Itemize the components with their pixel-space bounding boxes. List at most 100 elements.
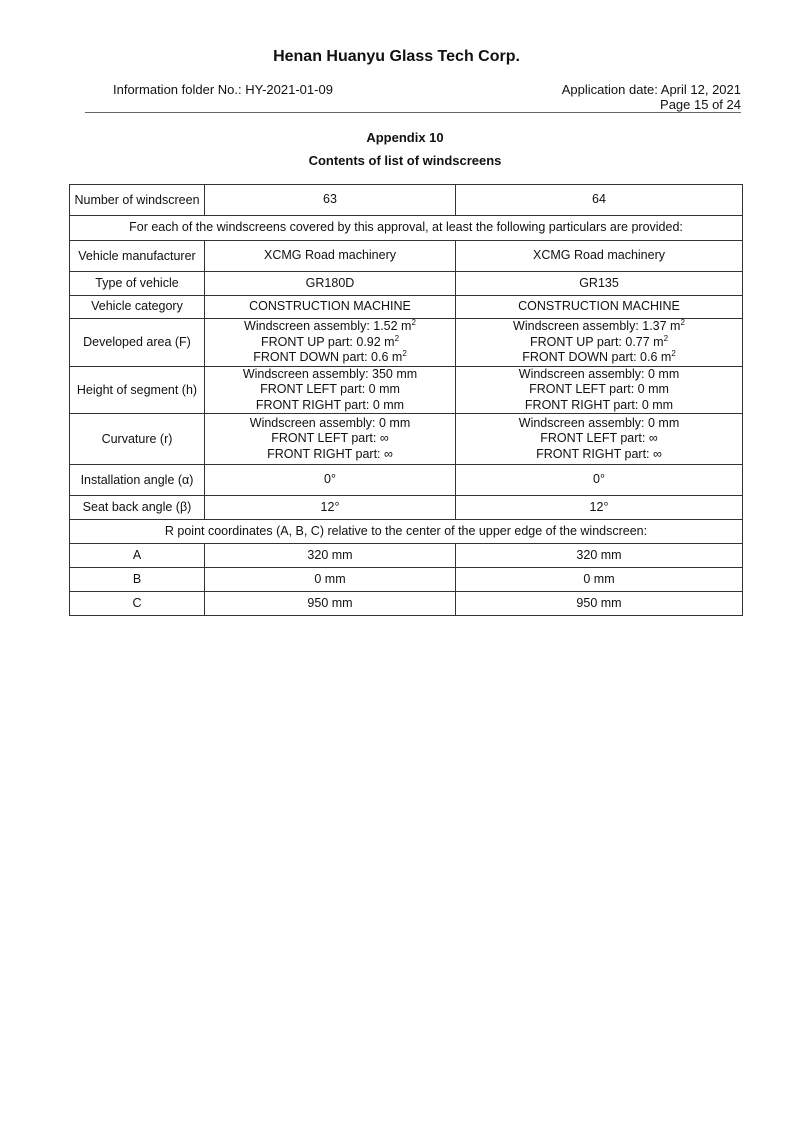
row-value: 12° [204,495,456,520]
row-value: GR180D [204,271,456,296]
value-line: Windscreen assembly: 0 mm [459,416,739,432]
table-row: Curvature (r) Windscreen assembly: 0 mm FR… [69,413,743,465]
value-text: FRONT RIGHT part: 0 mm [255,397,405,412]
superscript: 2 [680,317,685,327]
row-value: 0° [204,464,456,496]
superscript: 2 [671,348,676,358]
row-value: CONSTRUCTION MACHINE [455,295,743,319]
value-line: 0° [208,472,452,488]
value-line: FRONT RIGHT part: 0 mm [208,398,452,414]
coord-value: 0 mm [455,567,743,592]
value-line: Windscreen assembly: 0 mm [459,367,739,383]
value-text: GR180D [305,275,355,290]
value-line: CONSTRUCTION MACHINE [459,299,739,315]
superscript: 2 [394,333,400,343]
value-text: Windscreen assembly: 1.52 m [244,319,412,333]
value-line: FRONT LEFT part: 0 mm [459,382,739,398]
header-divider [85,112,741,113]
value-line: XCMG Road machinery [208,248,452,264]
superscript: 2 [663,333,669,343]
value-text: FRONT RIGHT part: ∞ [267,446,393,461]
folder-number: Information folder No.: HY-2021-01-09 [113,82,333,97]
coord-value: 950 mm [204,591,456,616]
table-row: Type of vehicle GR180D GR135 [69,271,743,296]
row-value: GR135 [455,271,743,296]
row-label: Installation angle (α) [69,464,205,496]
value-line: Windscreen assembly: 1.37 m2 [459,317,739,335]
value-text: FRONT LEFT part: 0 mm [529,382,669,396]
value-text: FRONT RIGHT part: 0 mm [524,397,674,412]
value-text: FRONT UP part: 0.92 m [260,334,395,349]
value-line: FRONT RIGHT part: ∞ [208,447,452,463]
table-row: Vehicle manufacturer XCMG Road machinery X… [69,240,743,272]
table-row: C 950 mm 950 mm [69,591,743,616]
value-text: 0° [324,472,336,487]
row-value: Windscreen assembly: 0 mm FRONT LEFT part… [455,365,743,414]
value-text: Windscreen assembly: 0 mm [518,366,680,381]
value-text: CONSTRUCTION MACHINE [249,299,411,314]
row-value: Windscreen assembly: 0 mm FRONT LEFT part… [455,413,743,465]
row-value: XCMG Road machinery [455,240,743,272]
appendix-heading: Appendix 10 [366,130,444,145]
value-text: Windscreen assembly: 0 mm [518,415,680,430]
row-value: Windscreen assembly: 350 mm FRONT LEFT pa… [204,365,456,414]
table-row: Developed area (F) Windscreen assembly: 1… [69,317,743,367]
value-text: FRONT LEFT part: ∞ [271,431,389,446]
windscreen-64: 64 [455,184,743,216]
value-line: Windscreen assembly: 350 mm [208,367,452,383]
value-text: FRONT RIGHT part: ∞ [536,446,662,461]
coord-label: B [69,567,205,592]
page-number: Page 15 of 24 [660,97,741,112]
date-block: Application date: April 12, 2021 Page 15… [562,82,741,112]
row-value: 12° [455,495,743,520]
value-text: FRONT DOWN part: 0.6 m [522,350,672,364]
value-text: 0° [593,472,605,487]
table-row: R point coordinates (A, B, C) relative t… [69,519,743,544]
application-date: Application date: April 12, 2021 [561,82,741,97]
value-line: CONSTRUCTION MACHINE [208,299,452,315]
value-line: FRONT DOWN part: 0.6 m2 [459,348,739,366]
value-line: FRONT DOWN part: 0.6 m2 [208,348,452,366]
windscreen-63: 63 [204,184,456,216]
value-line: GR180D [208,276,452,292]
table-row: Seat back angle (β) 12° 12° [69,495,743,520]
value-text: FRONT LEFT part: ∞ [540,431,658,446]
value-line: Windscreen assembly: 0 mm [208,416,452,432]
value-line: GR135 [459,276,739,292]
value-text: GR135 [579,275,619,290]
value-line: Windscreen assembly: 1.52 m2 [208,317,452,335]
number-label: Number of windscreen [69,184,205,216]
rpoint-note: R point coordinates (A, B, C) relative t… [69,519,743,544]
row-value: Windscreen assembly: 0 mm FRONT LEFT part… [204,413,456,465]
row-value: CONSTRUCTION MACHINE [204,295,456,319]
value-text: Windscreen assembly: 350 mm [242,366,418,381]
value-text: XCMG Road machinery [533,248,665,263]
value-line: XCMG Road machinery [459,248,739,264]
superscript: 2 [411,317,416,327]
value-line: 0° [459,472,739,488]
row-value: Windscreen assembly: 1.37 m2 FRONT UP par… [455,317,743,367]
table-row: Vehicle category CONSTRUCTION MACHINE CONS… [69,295,743,319]
value-text: FRONT UP part: 0.77 m [529,334,664,349]
value-line: 12° [208,500,452,516]
row-label: Height of segment (h) [69,365,205,414]
value-text: CONSTRUCTION MACHINE [518,299,680,314]
superscript: 2 [402,348,407,358]
value-text: FRONT LEFT part: 0 mm [260,382,400,396]
table-row: Number of windscreen 63 64 [69,184,743,216]
row-label: Vehicle manufacturer [69,240,205,272]
row-label: Type of vehicle [69,271,205,296]
value-line: 12° [459,500,739,516]
value-line: FRONT LEFT part: ∞ [459,431,739,447]
table-row: A 320 mm 320 mm [69,543,743,568]
value-text: FRONT DOWN part: 0.6 m [253,350,403,364]
value-line: FRONT LEFT part: 0 mm [208,382,452,398]
row-label: Seat back angle (β) [69,495,205,520]
row-value: 0° [455,464,743,496]
value-line: FRONT RIGHT part: ∞ [459,447,739,463]
value-text: Windscreen assembly: 0 mm [249,415,411,430]
value-line: FRONT LEFT part: ∞ [208,431,452,447]
coord-value: 320 mm [455,543,743,568]
coord-value: 0 mm [204,567,456,592]
